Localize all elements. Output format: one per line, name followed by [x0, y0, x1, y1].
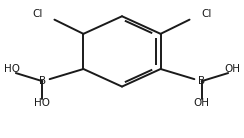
Text: HO: HO	[34, 99, 51, 108]
Text: Cl: Cl	[32, 9, 42, 18]
Text: B: B	[198, 76, 205, 86]
Text: OH: OH	[193, 99, 210, 108]
Text: Cl: Cl	[202, 9, 212, 18]
Text: B: B	[39, 76, 46, 86]
Text: OH: OH	[224, 64, 240, 74]
Text: HO: HO	[4, 64, 20, 74]
